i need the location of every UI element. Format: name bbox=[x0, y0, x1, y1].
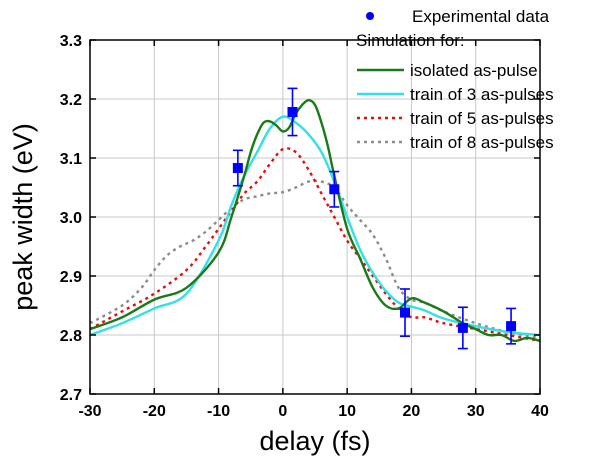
series-line-2 bbox=[89, 115, 541, 337]
series-layer bbox=[89, 98, 541, 343]
y-tick-label: 2.8 bbox=[60, 328, 82, 345]
data-point bbox=[232, 163, 243, 174]
series-line-3 bbox=[89, 147, 541, 343]
legend-label-3: train of 5 as-pulses bbox=[410, 109, 554, 128]
y-tick-label: 3.2 bbox=[60, 92, 82, 109]
data-point bbox=[457, 322, 468, 333]
data-point bbox=[329, 184, 340, 195]
x-tick-label: 10 bbox=[338, 403, 356, 420]
grid bbox=[90, 40, 540, 394]
legend-marker-experimental bbox=[366, 12, 374, 20]
x-tick-label: 20 bbox=[403, 403, 421, 420]
x-axis-label: delay (fs) bbox=[259, 426, 370, 456]
data-point bbox=[400, 307, 410, 318]
y-tick-label: 2.9 bbox=[60, 269, 82, 286]
experimental-points bbox=[232, 87, 517, 350]
x-tick-label: -20 bbox=[143, 403, 166, 420]
axis-ticks: -30 -20 -10 0 10 20 30 40 2.7 2.8 2.9 3.0 3.1 3.2 3.3 bbox=[60, 33, 549, 420]
x-tick-label: -10 bbox=[207, 403, 230, 420]
legend-label-1: isolated as-pulse bbox=[410, 61, 538, 80]
y-tick-label: 2.7 bbox=[60, 387, 82, 404]
legend-label-2: train of 3 as-pulses bbox=[410, 85, 554, 104]
x-tick-label: 0 bbox=[278, 403, 287, 420]
x-tick-label: -30 bbox=[78, 403, 101, 420]
data-point bbox=[506, 321, 517, 332]
legend-label-4: train of 8 as-pulses bbox=[410, 133, 554, 152]
y-tick-label: 3.3 bbox=[60, 33, 82, 50]
data-point bbox=[287, 106, 298, 117]
legend-label-experimental: Experimental data bbox=[412, 7, 550, 26]
y-tick-label: 3.0 bbox=[60, 210, 82, 227]
y-axis-label: peak width (eV) bbox=[8, 123, 38, 311]
x-tick-label: 40 bbox=[531, 403, 549, 420]
series-line-4 bbox=[89, 179, 541, 340]
y-tick-label: 3.1 bbox=[60, 151, 82, 168]
legend-heading: Simulation for: bbox=[356, 31, 465, 50]
legend: Experimental data Simulation for: isolated… bbox=[356, 7, 554, 152]
x-tick-label: 30 bbox=[467, 403, 485, 420]
